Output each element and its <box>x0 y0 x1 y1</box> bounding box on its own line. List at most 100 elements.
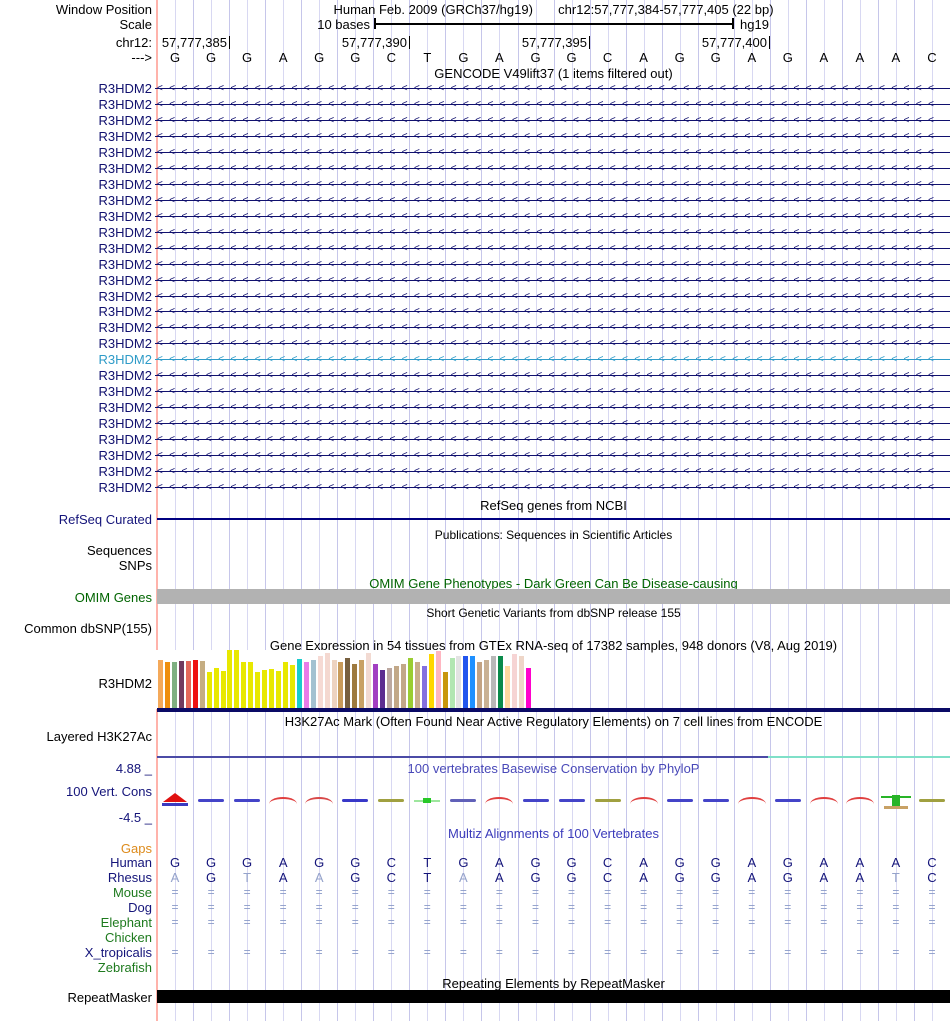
gene-row-arrows[interactable]: <<<<<<<<<<<<<<<<<<<<<<<<<<<<<<<<<<<<<<<<… <box>155 384 950 399</box>
alignment-equals: = <box>784 945 792 959</box>
gene-row-label[interactable]: R3HDM2 <box>98 240 152 256</box>
phylop-max-label: 4.88 _ <box>115 761 152 776</box>
gene-row-arrows[interactable]: <<<<<<<<<<<<<<<<<<<<<<<<<<<<<<<<<<<<<<<<… <box>155 129 950 144</box>
gene-row-arrows[interactable]: <<<<<<<<<<<<<<<<<<<<<<<<<<<<<<<<<<<<<<<<… <box>155 336 950 351</box>
gene-row-arrows[interactable]: <<<<<<<<<<<<<<<<<<<<<<<<<<<<<<<<<<<<<<<<… <box>155 113 950 128</box>
gene-row-label[interactable]: R3HDM2 <box>98 416 152 432</box>
phylop-min-label: -4.5 _ <box>118 810 152 825</box>
gene-intron-line <box>155 231 950 233</box>
gene-row-label[interactable]: R3HDM2 <box>98 320 152 336</box>
gtex-tissue-bar <box>276 671 281 708</box>
refseq-curated-label[interactable]: RefSeq Curated <box>58 512 152 527</box>
gene-row-arrows[interactable]: <<<<<<<<<<<<<<<<<<<<<<<<<<<<<<<<<<<<<<<<… <box>155 225 950 240</box>
gene-row-label[interactable]: R3HDM2 <box>98 224 152 240</box>
alignment-equals: = <box>531 945 539 959</box>
gene-row-arrows[interactable]: <<<<<<<<<<<<<<<<<<<<<<<<<<<<<<<<<<<<<<<<… <box>155 352 950 367</box>
species-label[interactable]: Chicken <box>105 930 152 945</box>
gene-row-arrows[interactable]: <<<<<<<<<<<<<<<<<<<<<<<<<<<<<<<<<<<<<<<<… <box>155 81 950 96</box>
species-label[interactable]: Rhesus <box>107 870 152 885</box>
gene-direction-chevrons: <<<<<<<<<<<<<<<<<<<<<<<<<<<<<<<<<<<<<<<<… <box>157 306 941 318</box>
alignment-base: A <box>639 870 648 885</box>
gene-row-arrows[interactable]: <<<<<<<<<<<<<<<<<<<<<<<<<<<<<<<<<<<<<<<<… <box>155 289 950 304</box>
gene-row-arrows[interactable]: <<<<<<<<<<<<<<<<<<<<<<<<<<<<<<<<<<<<<<<<… <box>155 416 950 431</box>
gtex-baseline <box>157 708 950 712</box>
gtex-tissue-bar <box>470 656 476 708</box>
gtex-tissue-bar <box>345 658 351 708</box>
gridline <box>571 0 573 1021</box>
gene-row-label[interactable]: R3HDM2 <box>98 256 152 272</box>
gene-row-label[interactable]: R3HDM2 <box>98 400 152 416</box>
gene-row-arrows[interactable]: <<<<<<<<<<<<<<<<<<<<<<<<<<<<<<<<<<<<<<<<… <box>155 464 950 479</box>
gene-row-arrows[interactable]: <<<<<<<<<<<<<<<<<<<<<<<<<<<<<<<<<<<<<<<<… <box>155 145 950 160</box>
gene-row-arrows[interactable]: <<<<<<<<<<<<<<<<<<<<<<<<<<<<<<<<<<<<<<<<… <box>155 241 950 256</box>
alignment-equals: = <box>928 900 936 914</box>
gene-row-label[interactable]: R3HDM2 <box>98 384 152 400</box>
gene-row-label[interactable]: R3HDM2 <box>98 336 152 352</box>
gene-row-arrows[interactable]: <<<<<<<<<<<<<<<<<<<<<<<<<<<<<<<<<<<<<<<<… <box>155 320 950 335</box>
refseq-gene-line[interactable] <box>157 518 950 520</box>
gene-row-label[interactable]: R3HDM2 <box>98 144 152 160</box>
gene-row-arrows[interactable]: <<<<<<<<<<<<<<<<<<<<<<<<<<<<<<<<<<<<<<<<… <box>155 448 950 463</box>
gene-intron-line <box>155 423 950 425</box>
alignment-equals: = <box>171 885 179 899</box>
gene-row-arrows[interactable]: <<<<<<<<<<<<<<<<<<<<<<<<<<<<<<<<<<<<<<<<… <box>155 304 950 319</box>
gene-intron-line <box>155 343 950 345</box>
gene-row-arrows[interactable]: <<<<<<<<<<<<<<<<<<<<<<<<<<<<<<<<<<<<<<<<… <box>155 432 950 447</box>
gene-row-label[interactable]: R3HDM2 <box>98 81 152 96</box>
publications-sequences-label[interactable]: Sequences <box>86 543 152 558</box>
gene-row-arrows[interactable]: <<<<<<<<<<<<<<<<<<<<<<<<<<<<<<<<<<<<<<<<… <box>155 193 950 208</box>
gtex-gene-label[interactable]: R3HDM2 <box>98 676 152 691</box>
gene-row-label[interactable]: R3HDM2 <box>98 128 152 144</box>
species-label[interactable]: Zebrafish <box>97 960 152 975</box>
species-label[interactable]: Human <box>110 855 152 870</box>
gene-row-arrows[interactable]: <<<<<<<<<<<<<<<<<<<<<<<<<<<<<<<<<<<<<<<<… <box>155 97 950 112</box>
repeatmasker-bar[interactable] <box>157 990 950 1003</box>
gene-row-label[interactable]: R3HDM2 <box>98 352 152 368</box>
h3k27ac-label[interactable]: Layered H3K27Ac <box>46 729 152 744</box>
gene-row-arrows[interactable]: <<<<<<<<<<<<<<<<<<<<<<<<<<<<<<<<<<<<<<<<… <box>155 368 950 383</box>
gene-row-label[interactable]: R3HDM2 <box>98 304 152 320</box>
publications-snps-label[interactable]: SNPs <box>118 558 152 573</box>
species-label[interactable]: X_tropicalis <box>84 945 152 960</box>
species-label[interactable]: Dog <box>128 900 152 915</box>
gene-row-arrows[interactable]: <<<<<<<<<<<<<<<<<<<<<<<<<<<<<<<<<<<<<<<<… <box>155 177 950 192</box>
gene-row-label[interactable]: R3HDM2 <box>98 272 152 288</box>
gene-row-arrows[interactable]: <<<<<<<<<<<<<<<<<<<<<<<<<<<<<<<<<<<<<<<<… <box>155 400 950 415</box>
alignment-equals: = <box>351 915 359 929</box>
gene-row-arrows[interactable]: <<<<<<<<<<<<<<<<<<<<<<<<<<<<<<<<<<<<<<<<… <box>155 161 950 176</box>
gene-row-label[interactable]: R3HDM2 <box>98 288 152 304</box>
gene-row-label[interactable]: R3HDM2 <box>98 192 152 208</box>
gtex-tissue-bar <box>324 653 330 708</box>
gene-row-label[interactable]: R3HDM2 <box>98 448 152 464</box>
repeatmasker-label[interactable]: RepeatMasker <box>67 990 152 1005</box>
gene-row-arrows[interactable]: <<<<<<<<<<<<<<<<<<<<<<<<<<<<<<<<<<<<<<<<… <box>155 257 950 272</box>
alignment-equals: = <box>928 945 936 959</box>
gene-row-label[interactable]: R3HDM2 <box>98 368 152 384</box>
gene-row-arrows[interactable]: <<<<<<<<<<<<<<<<<<<<<<<<<<<<<<<<<<<<<<<<… <box>155 209 950 224</box>
alignment-equals: = <box>459 885 467 899</box>
gene-row-label[interactable]: R3HDM2 <box>98 160 152 176</box>
gene-row-label[interactable]: R3HDM2 <box>98 97 152 112</box>
gridline <box>517 0 519 1021</box>
omim-gene-bar[interactable] <box>157 589 950 604</box>
sequence-base: G <box>530 50 541 65</box>
gene-row-label[interactable]: R3HDM2 <box>98 112 152 128</box>
gtex-tissue-bar <box>518 656 524 708</box>
gene-row-arrows[interactable]: <<<<<<<<<<<<<<<<<<<<<<<<<<<<<<<<<<<<<<<<… <box>155 273 950 288</box>
gene-row-label[interactable]: R3HDM2 <box>98 480 152 495</box>
gene-row-label[interactable]: R3HDM2 <box>98 208 152 224</box>
omim-genes-label[interactable]: OMIM Genes <box>74 590 152 605</box>
species-label[interactable]: Elephant <box>100 915 152 930</box>
phylop-label[interactable]: 100 Vert. Cons <box>66 784 152 799</box>
species-label[interactable]: Mouse <box>112 885 152 900</box>
alignment-base: G <box>710 870 721 885</box>
gene-row-label[interactable]: R3HDM2 <box>98 464 152 479</box>
gene-row-label[interactable]: R3HDM2 <box>98 432 152 448</box>
gridline <box>229 0 231 1021</box>
gene-row-arrows[interactable]: <<<<<<<<<<<<<<<<<<<<<<<<<<<<<<<<<<<<<<<<… <box>155 480 950 495</box>
gene-row-label[interactable]: R3HDM2 <box>98 176 152 192</box>
alignment-base: A <box>855 855 865 870</box>
gtex-tissue-bar <box>241 662 247 708</box>
species-label[interactable]: Gaps <box>120 841 152 856</box>
dbsnp-label[interactable]: Common dbSNP(155) <box>24 621 152 636</box>
